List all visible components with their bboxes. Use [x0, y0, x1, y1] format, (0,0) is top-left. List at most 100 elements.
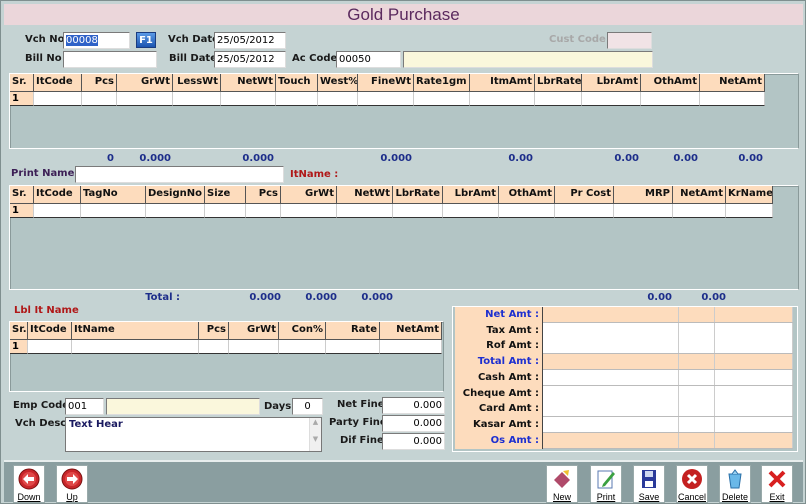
column-header[interactable]: Pcs	[246, 186, 281, 204]
f1-button[interactable]: F1	[136, 32, 156, 48]
bill-date-input[interactable]: 25/05/2012	[214, 51, 286, 68]
net-fine-input[interactable]: 0.000	[382, 397, 445, 414]
column-header[interactable]: ItCode	[34, 186, 81, 204]
summary-value-cell[interactable]	[715, 354, 793, 370]
column-header[interactable]: OthAmt	[641, 74, 700, 92]
grid-cell[interactable]	[72, 340, 199, 354]
summary-value-cell[interactable]	[715, 401, 793, 417]
column-header[interactable]: Sr.	[10, 322, 28, 340]
summary-value-cell[interactable]	[543, 385, 679, 401]
grid-cell[interactable]	[499, 204, 555, 218]
summary-value-cell[interactable]	[679, 416, 715, 432]
scrollbar[interactable]: ▲ ▼	[309, 418, 321, 451]
summary-value-cell[interactable]	[679, 322, 715, 338]
ac-name-input[interactable]	[403, 51, 653, 68]
grid-cell[interactable]	[555, 204, 614, 218]
print-button[interactable]: Print	[590, 465, 622, 503]
column-header[interactable]: LbrAmt	[443, 186, 499, 204]
grid-cell[interactable]	[281, 204, 337, 218]
grid-cell[interactable]	[81, 204, 146, 218]
grid-cell[interactable]	[337, 204, 393, 218]
cancel-button[interactable]: Cancel	[676, 465, 708, 503]
bill-no-input[interactable]	[63, 51, 157, 68]
grid-cell[interactable]	[221, 92, 276, 106]
vch-desc-textarea[interactable]: Text Hear ▲ ▼	[65, 417, 322, 452]
summary-value-cell[interactable]	[543, 416, 679, 432]
tag-grid[interactable]: Sr. 1 ItCode TagNo DesignNo Size Pcs GrWt NetWt L…	[9, 185, 799, 290]
column-header[interactable]: LbrRate	[535, 74, 582, 92]
column-header[interactable]: FineWt	[358, 74, 414, 92]
grid-cell[interactable]	[673, 204, 726, 218]
grid-cell[interactable]	[443, 204, 499, 218]
column-header[interactable]: NetAmt	[673, 186, 726, 204]
grid-cell[interactable]	[146, 204, 205, 218]
column-header[interactable]: Sr.	[10, 186, 34, 204]
summary-value-cell[interactable]	[715, 416, 793, 432]
emp-name-input[interactable]	[106, 398, 260, 415]
summary-value-cell[interactable]	[543, 401, 679, 417]
exit-button[interactable]: Exit	[761, 465, 793, 503]
scroll-up-icon[interactable]: ▲	[312, 418, 319, 426]
column-header[interactable]: GrWt	[229, 322, 279, 340]
dif-fine-input[interactable]: 0.000	[382, 433, 445, 450]
column-header[interactable]: Con%	[279, 322, 326, 340]
save-button[interactable]: Save	[633, 465, 665, 503]
column-header[interactable]: LbrRate	[393, 186, 443, 204]
delete-button[interactable]: Delete	[719, 465, 751, 503]
column-header[interactable]: GrWt	[117, 74, 173, 92]
summary-value-cell[interactable]	[679, 401, 715, 417]
cust-code-input[interactable]	[607, 32, 652, 49]
grid-cell[interactable]	[279, 340, 326, 354]
column-header[interactable]: Touch	[276, 74, 318, 92]
grid-cell[interactable]	[246, 204, 281, 218]
grid-cell[interactable]	[700, 92, 765, 106]
column-header[interactable]: NetWt	[337, 186, 393, 204]
column-header[interactable]: Sr.	[10, 74, 34, 92]
grid-cell[interactable]	[414, 92, 470, 106]
grid-cell[interactable]	[117, 92, 173, 106]
summary-value-cell[interactable]	[543, 369, 679, 385]
summary-value-cell[interactable]	[715, 338, 793, 354]
column-header[interactable]: TagNo	[81, 186, 146, 204]
summary-value-cell[interactable]	[715, 369, 793, 385]
summary-value-cell[interactable]	[679, 354, 715, 370]
scroll-down-icon[interactable]: ▼	[312, 435, 319, 443]
column-header[interactable]: NetAmt	[700, 74, 765, 92]
column-header[interactable]: KrName	[726, 186, 773, 204]
grid-cell[interactable]	[82, 92, 117, 106]
column-header[interactable]: Pr Cost	[555, 186, 614, 204]
column-header[interactable]: Pcs	[82, 74, 117, 92]
summary-value-cell[interactable]	[715, 322, 793, 338]
summary-value-cell[interactable]	[715, 307, 793, 322]
column-header[interactable]: ItName	[72, 322, 199, 340]
grid-cell[interactable]	[726, 204, 773, 218]
less-item-grid[interactable]: Sr. 1 ItCode ItName Pcs GrWt Con% Rate NetAmt	[9, 321, 444, 392]
vch-date-input[interactable]: 25/05/2012	[214, 32, 286, 49]
column-header[interactable]: Pcs	[199, 322, 229, 340]
column-header[interactable]: West%	[318, 74, 358, 92]
vch-no-input[interactable]: 00008	[63, 32, 130, 49]
summary-value-cell[interactable]	[679, 385, 715, 401]
column-header[interactable]: MRP	[614, 186, 673, 204]
grid-cell[interactable]	[34, 204, 81, 218]
grid-cell[interactable]	[614, 204, 673, 218]
party-fine-input[interactable]: 0.000	[382, 415, 445, 432]
column-header[interactable]: DesignNo	[146, 186, 205, 204]
grid-cell[interactable]	[199, 340, 229, 354]
grid-cell[interactable]	[205, 204, 246, 218]
grid-cell[interactable]	[582, 92, 641, 106]
grid-cell[interactable]	[358, 92, 414, 106]
summary-value-cell[interactable]	[679, 432, 715, 448]
summary-value-cell[interactable]	[679, 338, 715, 354]
grid-cell[interactable]	[380, 340, 442, 354]
grid-cell[interactable]	[28, 340, 72, 354]
column-header[interactable]: Rate1gm	[414, 74, 470, 92]
grid-cell[interactable]	[326, 340, 380, 354]
column-header[interactable]: GrWt	[281, 186, 337, 204]
grid-cell[interactable]	[470, 92, 535, 106]
grid-cell[interactable]	[34, 92, 82, 106]
summary-value-cell[interactable]	[679, 369, 715, 385]
grid-cell[interactable]	[173, 92, 221, 106]
summary-value-cell[interactable]	[543, 432, 679, 448]
emp-code-input[interactable]: 001	[65, 398, 104, 415]
